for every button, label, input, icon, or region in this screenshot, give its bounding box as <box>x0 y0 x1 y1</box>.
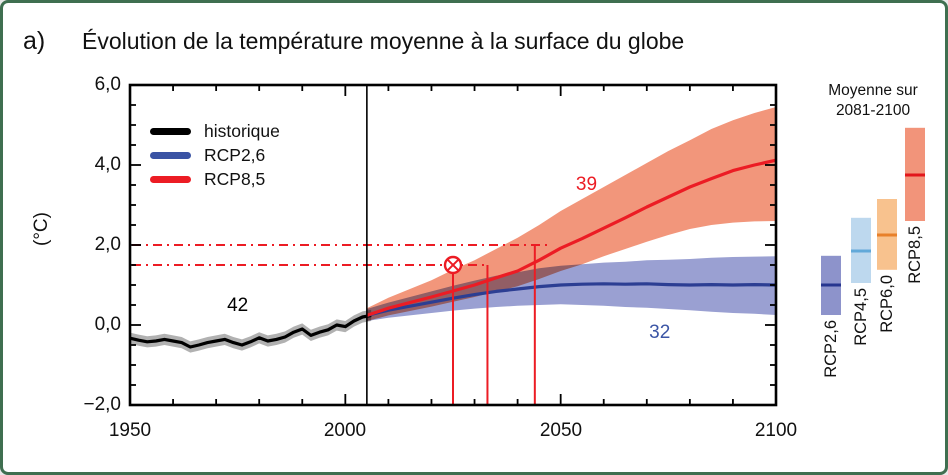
chart-legend: historique RCP2,6 RCP8,5 <box>150 119 280 191</box>
x-axis-tick-label: 2050 <box>539 420 583 441</box>
legend-item-rcp85: RCP8,5 <box>150 167 280 191</box>
bar-label-rcp26: RCP2,6 <box>822 320 840 378</box>
legend-label: historique <box>204 120 280 141</box>
chart-canvas <box>128 83 925 407</box>
model-count-rcp26: 32 <box>649 322 671 343</box>
historique-mean-line <box>129 313 372 349</box>
side-panel-title-line1: Moyenne sur <box>828 82 918 99</box>
x-axis-tick-label: 1950 <box>108 420 152 441</box>
historique-uncertainty-band <box>130 309 372 353</box>
side-panel-title-line2: 2081-2100 <box>835 101 911 119</box>
y-axis-tick-label: 0,0 <box>94 314 121 335</box>
rcp85-line-swatch <box>150 175 191 183</box>
bar-label-rcp45: RCP4,5 <box>852 288 870 346</box>
legend-label: RCP8,5 <box>204 168 266 189</box>
y-axis-tick-label: 4,0 <box>94 154 121 175</box>
model-count-rcp85: 39 <box>575 174 598 195</box>
RCP2,6-uncertainty-band <box>366 256 776 321</box>
RCP2,6-mean-line <box>366 282 777 317</box>
bar-label-rcp85: RCP8,5 <box>906 226 924 284</box>
y-axis-unit-label: (°C) <box>31 212 52 246</box>
rcp26-line-swatch <box>150 151 191 159</box>
side-panel-title: Moyenne sur 2081-2100 <box>800 81 945 120</box>
RCP8,5-uncertainty-band <box>366 107 776 321</box>
legend-item-rcp26: RCP2,6 <box>150 143 280 167</box>
bar-label-rcp60: RCP6,0 <box>878 274 896 333</box>
circle-x-marker <box>447 259 459 271</box>
model-count-historical: 42 <box>227 295 249 317</box>
legend-item-historique: historique <box>150 119 280 143</box>
RCP8,5-mean-line <box>366 158 777 317</box>
y-axis-tick-label: 6,0 <box>94 74 121 95</box>
y-axis-tick-label: 2,0 <box>94 234 121 255</box>
x-axis-tick-label: 2100 <box>754 420 798 441</box>
x-axis-tick-label: 2000 <box>323 420 367 441</box>
legend-label: RCP2,6 <box>204 144 266 165</box>
panel-letter-label: a) <box>23 27 46 55</box>
historique-line-swatch <box>150 127 191 135</box>
y-axis-tick-label: −2,0 <box>83 394 121 415</box>
figure-title: Évolution de la température moyenne à la… <box>82 28 685 54</box>
